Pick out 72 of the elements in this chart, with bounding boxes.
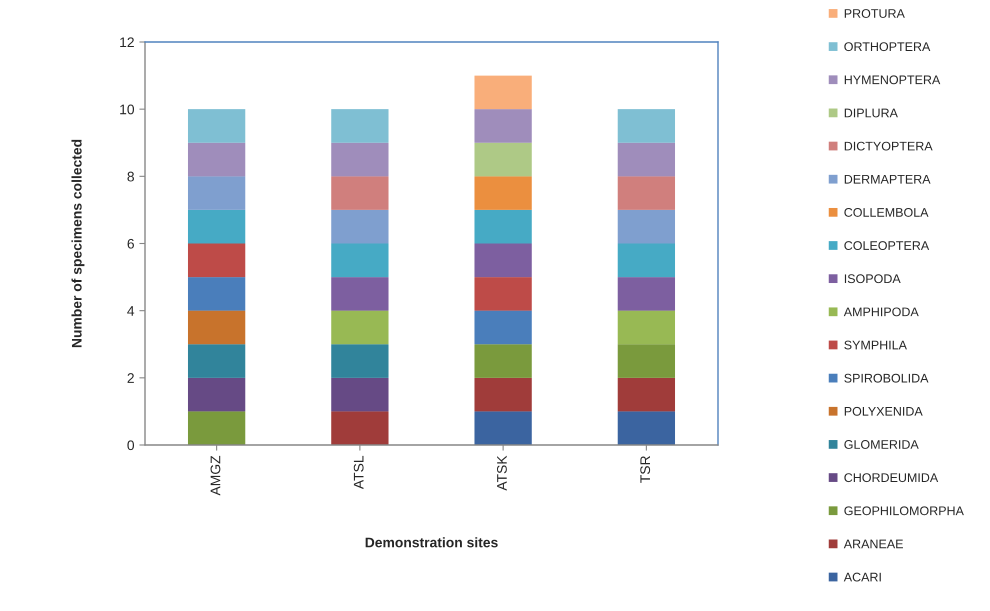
legend-label: DICTYOPTERA: [844, 142, 933, 151]
bar: [331, 109, 389, 143]
bar: [474, 411, 532, 445]
x-tick-label: ATSL: [354, 456, 364, 490]
legend-label: ACARI: [844, 572, 881, 582]
y-tick-label: 0: [127, 440, 134, 450]
bar: [474, 76, 532, 110]
legend-label: SPIROBOLIDA: [844, 374, 928, 383]
legend-label: DIPLURA: [844, 108, 898, 118]
y-axis-title: Number of specimens collected: [71, 140, 84, 348]
legend-label: GEOPHILOMORPHA: [844, 506, 964, 516]
bar: [331, 378, 389, 412]
legend-label: GLOMERIDA: [844, 440, 919, 449]
bar: [618, 244, 676, 278]
bar: [188, 142, 246, 176]
bar: [474, 378, 532, 412]
bar: [474, 310, 532, 344]
bar: [188, 411, 246, 445]
bar: [474, 176, 532, 210]
legend-label: HYMENOPTERA: [844, 75, 940, 84]
y-tick-label: 4: [127, 306, 134, 316]
bar: [188, 176, 246, 210]
y-tick-label: 6: [128, 238, 134, 249]
bar: [188, 277, 246, 311]
legend-label: ISOPODA: [844, 274, 901, 284]
bar: [331, 277, 389, 311]
legend-label: DERMAPTERA: [844, 174, 931, 184]
legend-label: CHORDEUMIDA: [844, 473, 938, 482]
bar: [474, 109, 532, 143]
legend-label: AMPHIPODA: [844, 307, 919, 316]
bar: [618, 210, 676, 244]
bar: [331, 310, 389, 344]
bar: [331, 210, 389, 244]
bar: [618, 344, 676, 378]
bar: [331, 244, 389, 278]
y-tick-label: 10: [120, 104, 134, 114]
y-tick-label: 2: [128, 373, 134, 383]
bar: [188, 310, 246, 344]
bar: [331, 411, 389, 445]
legend-label: SYMPHILA: [844, 340, 907, 350]
bar: [331, 142, 389, 176]
x-tick-label: ATSK: [497, 456, 507, 491]
bar: [188, 109, 246, 143]
bar: [618, 142, 676, 176]
x-tick-label: TSR: [640, 456, 650, 483]
bar: [618, 411, 676, 445]
legend-label: PROTURA: [844, 9, 905, 18]
bar: [618, 378, 676, 412]
legend-label: COLLEMBOLA: [844, 208, 928, 217]
bar: [474, 277, 532, 311]
x-tick-label: AMGZ: [210, 456, 220, 496]
legend-label: ARANEAE: [844, 540, 903, 548]
bar: [188, 344, 246, 378]
y-tick-label: 12: [120, 37, 134, 48]
bar: [618, 277, 676, 311]
bar: [474, 344, 532, 378]
bar: [188, 244, 246, 278]
bar: [474, 210, 532, 244]
bar: [618, 109, 676, 143]
x-axis-title: Demonstration sites: [366, 537, 498, 548]
y-tick-label: 8: [127, 172, 134, 182]
bar: [188, 378, 246, 412]
bar: [618, 310, 676, 344]
bar: [331, 344, 389, 378]
bar: [618, 176, 676, 210]
bar: [474, 142, 532, 176]
legend-label: POLYXENIDA: [844, 406, 923, 416]
legend-label: ORTHOPTERA: [844, 42, 930, 52]
legend-label: COLEOPTERA: [844, 241, 930, 250]
bar: [474, 244, 532, 278]
bar: [188, 210, 246, 244]
bar: [331, 176, 389, 210]
